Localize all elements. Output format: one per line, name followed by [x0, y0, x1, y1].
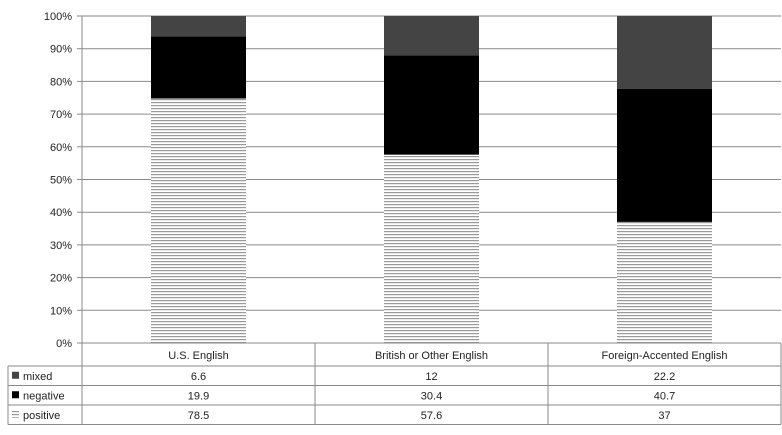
bar-segment-mixed — [151, 16, 246, 37]
bar-segment-positive — [617, 221, 712, 343]
table-value-cell: 19.9 — [188, 390, 209, 402]
table-value-cell: 78.5 — [188, 410, 209, 422]
y-tick-label: 60% — [50, 142, 72, 154]
y-tick-label: 90% — [50, 44, 72, 56]
table-value-cell: 37 — [658, 410, 670, 422]
legend-label-negative: negative — [23, 390, 65, 402]
y-tick-label: 100% — [44, 11, 72, 23]
y-tick-label: 20% — [50, 273, 72, 285]
legend-label-mixed: mixed — [23, 371, 52, 383]
y-tick-label: 40% — [50, 207, 72, 219]
bar-segment-negative — [617, 88, 712, 222]
legend-key-mixed — [12, 371, 19, 379]
bar-segment-negative — [384, 55, 479, 155]
table-value-cell: 12 — [425, 371, 437, 383]
bar-segment-negative — [151, 36, 246, 99]
table-header-cell: U.S. English — [168, 350, 229, 362]
table-value-cell: 40.7 — [654, 390, 675, 402]
y-tick-label: 80% — [50, 76, 72, 88]
y-tick-label: 70% — [50, 109, 72, 121]
bar-segment-positive — [384, 154, 479, 343]
data-table: U.S. English British or Other English Fore… — [7, 342, 782, 425]
y-tick-label: 30% — [50, 240, 72, 252]
table-header-cell: Foreign-Accented English — [602, 350, 728, 362]
y-tick-label: 10% — [50, 305, 72, 317]
table-value-cell: 6.6 — [191, 371, 206, 383]
legend-label-positive: positive — [23, 410, 60, 422]
legend-key-negative — [12, 391, 19, 399]
bars — [151, 16, 712, 344]
table-value-cell: 30.4 — [421, 390, 442, 402]
bar-segment-positive — [151, 98, 246, 344]
legend-key-positive — [12, 410, 19, 418]
table-value-cell: 57.6 — [421, 410, 442, 422]
y-axis-ticks: 0% 10% 20% 30% 40% 50% 60% 70% 80% 90% 100% — [44, 11, 72, 350]
bar-segment-mixed — [384, 16, 479, 56]
table-value-cell: 22.2 — [654, 371, 675, 383]
y-tick-label: 0% — [56, 338, 72, 350]
y-tick-label: 50% — [50, 175, 72, 187]
table-header-cell: British or Other English — [375, 350, 488, 362]
bar-segment-mixed — [617, 16, 712, 89]
